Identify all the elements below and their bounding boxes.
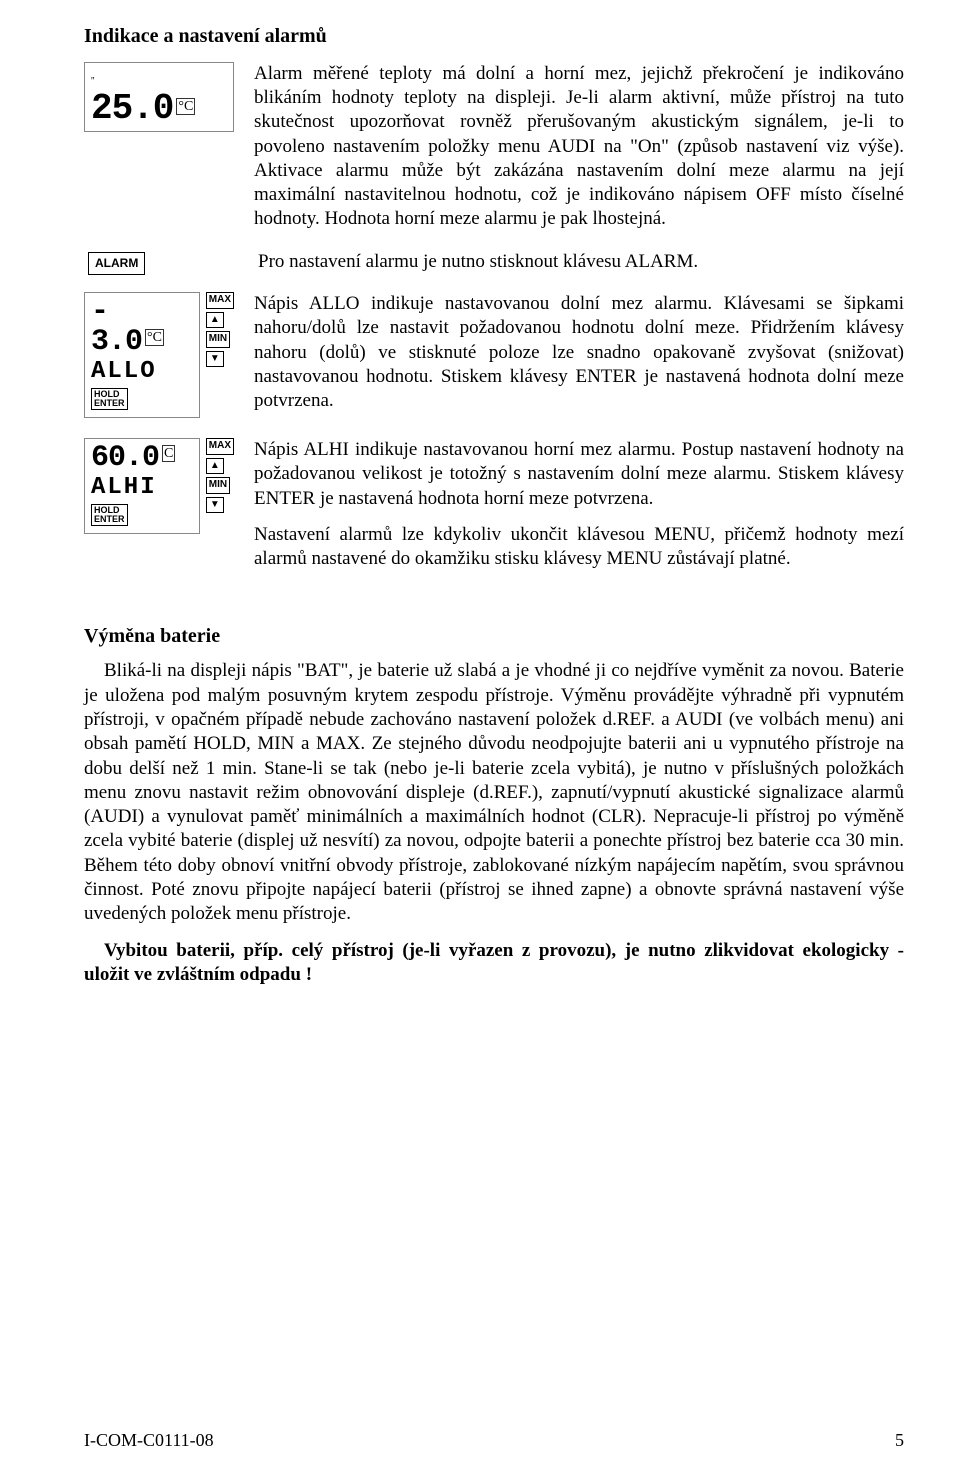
- alarm-button-icon: ALARM: [88, 252, 145, 275]
- arrow-up-icon-2: ▲: [206, 458, 224, 474]
- lcd-display-current: '' 25.0°C: [84, 62, 234, 146]
- max-button-icon-2: MAX: [206, 438, 234, 455]
- lcd-allo-status: ALLO: [91, 357, 193, 388]
- arrow-down-icon: ▼: [206, 351, 224, 367]
- arrow-down-icon-2: ▼: [206, 497, 224, 513]
- paragraph-battery: Bliká-li na displeji nápis "BAT", je bat…: [84, 659, 904, 926]
- paragraph-allo: Nápis ALLO indikuje nastavovanou dolní m…: [254, 292, 904, 414]
- hold-enter-badge-2: HOLDENTER: [91, 504, 128, 526]
- footer-page-number: 5: [895, 1429, 904, 1452]
- paragraph-menu-cancel: Nastavení alarmů lze kdykoliv ukončit kl…: [254, 523, 904, 572]
- up-down-controls-2: MAX ▲ MIN ▼: [206, 438, 234, 513]
- section-title-battery: Výměna baterie: [84, 624, 904, 650]
- up-down-controls: MAX ▲ MIN ▼: [206, 292, 234, 367]
- lcd-value: 25.0: [91, 88, 173, 129]
- min-button-icon: MIN: [206, 331, 230, 348]
- paragraph-dispose: Vybitou baterii, příp. celý přístroj (je…: [84, 939, 904, 988]
- min-button-icon-2: MIN: [206, 477, 230, 494]
- arrow-up-icon: ▲: [206, 312, 224, 328]
- lcd-alhi-unit: C: [162, 445, 175, 462]
- section-title-alarms: Indikace a nastavení alarmů: [84, 24, 904, 50]
- footer-doc-id: I-COM-C0111-08: [84, 1429, 214, 1452]
- paragraph-alarm-key: Pro nastavení alarmu je nutno stisknout …: [258, 250, 904, 274]
- hold-enter-badge: HOLDENTER: [91, 388, 128, 410]
- lcd-alhi-value: 60.0: [91, 441, 159, 475]
- paragraph-intro: Alarm měřené teploty má dolní a horní me…: [254, 62, 904, 232]
- paragraph-alhi: Nápis ALHI indikuje nastavovanou horní m…: [254, 438, 904, 511]
- max-button-icon: MAX: [206, 292, 234, 309]
- lcd-unit: °C: [176, 98, 195, 115]
- lcd-allo-unit: °C: [145, 329, 164, 346]
- lcd-alhi-status: ALHI: [91, 473, 193, 504]
- lcd-allo-value: - 3.0: [91, 295, 142, 359]
